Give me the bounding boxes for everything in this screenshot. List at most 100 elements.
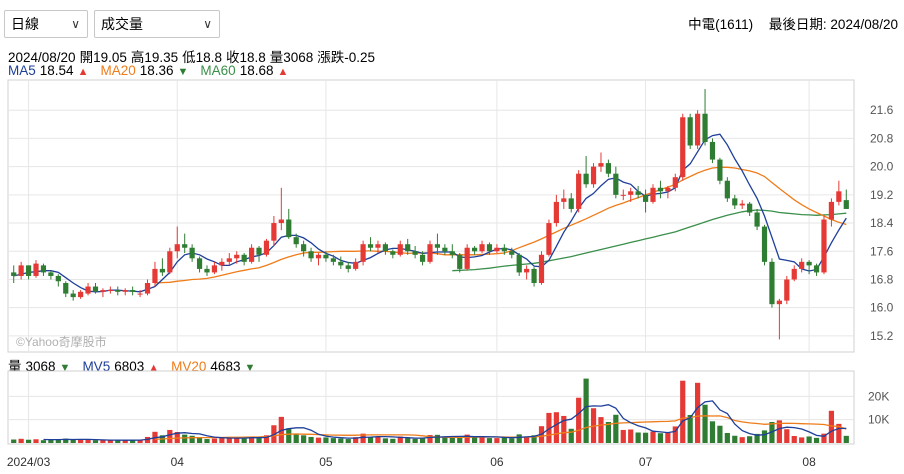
volume-bar	[784, 429, 790, 443]
price-tick-label: 16.8	[870, 272, 894, 286]
stock-header: 中電(1611) 最後日期: 2024/08/20	[676, 13, 898, 33]
candle-body	[479, 244, 485, 252]
volume-tick-label: 10K	[868, 413, 889, 427]
volume-bar	[620, 429, 626, 443]
volume-bar	[196, 437, 203, 443]
candle-body	[457, 254, 463, 269]
candle-body	[11, 272, 17, 276]
ohlc-high: 高19.35	[130, 50, 179, 65]
ohlc-change: 漲跌-0.25	[317, 50, 376, 65]
price-panel-frame	[7, 79, 855, 353]
candle-body	[791, 268, 797, 280]
candle-body	[806, 261, 812, 266]
candle-body	[635, 191, 641, 195]
volume-bar	[449, 437, 455, 443]
candle-body	[784, 279, 790, 301]
volume-bar	[182, 434, 188, 443]
volume-bar	[390, 438, 396, 443]
candle-body	[657, 187, 664, 192]
candle-body	[100, 290, 106, 292]
period-select-value: 日線	[11, 16, 39, 32]
candle-body	[390, 251, 396, 255]
candle-body	[799, 261, 805, 269]
period-select[interactable]: 日線 ∨	[4, 10, 88, 38]
price-tick-label: 20.8	[870, 131, 894, 145]
volume-bar	[516, 434, 522, 443]
time-tick-label: 07	[639, 455, 653, 469]
volume-bar	[472, 437, 478, 443]
candle-body	[628, 191, 634, 195]
volume-bar	[92, 440, 99, 443]
candle-body	[538, 254, 545, 283]
indicator-select[interactable]: 成交量 ∨	[94, 10, 220, 38]
time-tick-label: 06	[490, 455, 504, 469]
volume-bar	[338, 438, 344, 443]
candle-body	[568, 198, 574, 209]
volume-bar	[382, 438, 388, 443]
volume-bar	[836, 423, 842, 443]
candle-body	[590, 166, 597, 185]
candle-body	[405, 244, 411, 252]
ma20-value: 18.36	[139, 63, 174, 78]
ma20-down-icon: ▼	[177, 66, 189, 78]
candle-body	[412, 251, 418, 255]
volume-bar	[761, 430, 768, 443]
volume-bar	[546, 412, 552, 443]
volume-tick-label: 20K	[868, 389, 889, 403]
candle-body	[375, 244, 381, 248]
candle-body	[613, 173, 619, 195]
candle-body	[598, 163, 604, 167]
volume-bar	[33, 439, 39, 443]
volume-bar	[628, 429, 634, 443]
volume-bar	[724, 432, 730, 443]
candle-body	[702, 113, 708, 142]
candle-body	[92, 286, 99, 292]
candle-body	[18, 265, 24, 276]
candle-body	[25, 265, 32, 276]
candle-body	[687, 117, 693, 146]
mv5-label: MV5	[82, 359, 111, 374]
ma20-label: MA20	[100, 63, 136, 78]
candle-body	[650, 187, 656, 202]
volume-bar	[799, 437, 805, 443]
price-tick-label: 20.0	[870, 160, 894, 174]
candle-body	[345, 265, 351, 269]
candle-body	[308, 251, 314, 259]
volume-bar	[650, 431, 656, 443]
vol-down-icon: ▼	[59, 362, 71, 374]
vol-label: 量	[8, 359, 22, 374]
candle-body	[241, 254, 247, 262]
volume-bar	[397, 436, 403, 443]
volume-bar	[412, 438, 418, 443]
volume-bar	[524, 436, 530, 443]
ohlc-open: 開19.05	[79, 50, 127, 65]
volume-bar	[115, 440, 121, 443]
volume-bar	[78, 439, 84, 443]
candle-body	[182, 244, 188, 248]
ohlc-low: 低18.8	[182, 50, 222, 65]
ma-legend: MA5 18.54 ▲ MA20 18.36 ▼ MA60 18.68 ▲	[8, 63, 300, 78]
latest-date: 最後日期: 2024/08/20	[768, 17, 898, 32]
candle-body	[144, 283, 151, 294]
candle-body	[761, 226, 768, 262]
volume-bar	[561, 415, 567, 443]
candle-body	[189, 247, 195, 259]
volume-bar	[583, 378, 589, 443]
candle-body	[234, 254, 240, 259]
volume-bar	[501, 437, 507, 443]
volume-bar	[18, 438, 24, 443]
price-tick-label: 21.6	[870, 103, 894, 117]
candle-body	[672, 177, 678, 188]
volume-bar	[687, 415, 693, 443]
volume-bar	[776, 420, 782, 443]
watermark: ©Yahoo奇摩股市	[16, 334, 107, 349]
ohlc-close: 收18.8	[225, 50, 266, 65]
volume-bar	[367, 436, 374, 443]
volume-bar	[605, 422, 612, 443]
candle-body	[531, 268, 537, 283]
volume-bar	[464, 434, 470, 443]
candle-body	[754, 212, 760, 227]
volume-bar	[226, 437, 232, 443]
candle-body	[286, 219, 292, 238]
